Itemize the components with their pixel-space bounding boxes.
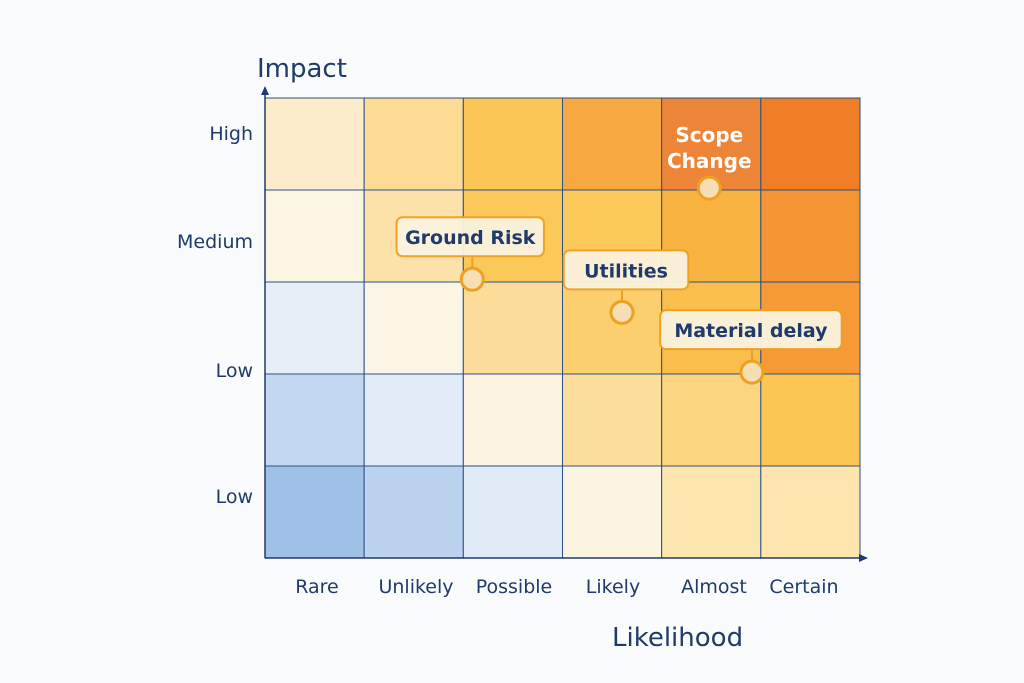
heatmap-cell	[363, 465, 464, 559]
risk-marker-group[interactable]: Utilities	[562, 249, 690, 325]
heatmap-cell	[562, 97, 663, 191]
risk-label: Ground Risk	[405, 227, 536, 249]
heatmap-cell	[264, 281, 365, 375]
heatmap-cell	[264, 373, 365, 467]
heatmap-cell	[462, 97, 564, 191]
risk-marker[interactable]	[459, 266, 485, 292]
risk-marker[interactable]	[696, 175, 722, 201]
risk-marker[interactable]	[739, 359, 765, 385]
risk-label: Material delay	[674, 320, 828, 342]
heatmap-cell	[363, 373, 464, 467]
x-tick-label: Likely	[586, 576, 640, 598]
heatmap-cell	[562, 373, 663, 467]
risk-label-box	[562, 249, 690, 291]
x-axis-arrow	[859, 554, 868, 562]
heatmap-cell	[661, 465, 762, 559]
risk-marker[interactable]	[609, 299, 635, 325]
heatmap-cell	[363, 97, 464, 191]
y-axis-arrow	[261, 86, 269, 95]
y-tick-label: Low	[216, 360, 253, 382]
x-tick-label: Possible	[476, 576, 553, 598]
risk-label-box	[659, 309, 843, 351]
risk-label-box	[395, 216, 545, 258]
y-tick-label: Low	[216, 486, 253, 508]
heatmap-cell	[760, 465, 861, 559]
heatmap-cell	[760, 97, 861, 191]
risk-marker-group[interactable]: Material delay	[659, 309, 843, 385]
heatmap-cell	[264, 97, 365, 191]
x-tick-label: Certain	[769, 576, 838, 598]
heatmap-cell	[562, 281, 663, 375]
heatmap-cell	[661, 97, 762, 191]
x-tick-label: Almost	[681, 576, 747, 598]
heatmap-cell	[264, 189, 365, 283]
x-axis-title: Likelihood	[612, 623, 743, 653]
x-tick-label: Rare	[295, 576, 339, 598]
risk-label: Utilities	[584, 260, 668, 282]
heatmap-cell	[363, 281, 464, 375]
risk-label: Change	[667, 149, 752, 173]
y-tick-label: Medium	[177, 231, 253, 253]
heatmap-cell	[661, 373, 762, 467]
y-axis-title: Impact	[257, 54, 347, 84]
heatmap-cell	[462, 373, 564, 467]
heatmap-cell	[264, 465, 365, 559]
risk-marker-group[interactable]: Ground Risk	[395, 216, 545, 292]
x-tick-label: Unlikely	[378, 576, 453, 598]
risk-label: Scope	[675, 123, 743, 147]
y-tick-label: High	[209, 123, 253, 145]
heatmap-cell	[760, 189, 861, 283]
heatmap-cell	[462, 281, 564, 375]
heatmap-cell	[760, 373, 861, 467]
heatmap-cell	[562, 465, 663, 559]
heatmap-cell	[462, 465, 564, 559]
